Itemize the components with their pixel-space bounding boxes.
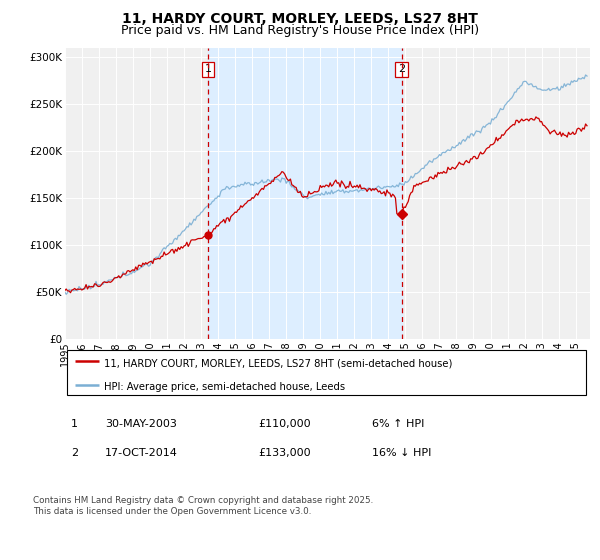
FancyBboxPatch shape	[67, 349, 586, 395]
Text: HPI: Average price, semi-detached house, Leeds: HPI: Average price, semi-detached house,…	[104, 382, 346, 392]
Text: £133,000: £133,000	[258, 448, 311, 458]
Text: 1: 1	[205, 64, 212, 74]
Text: 2: 2	[71, 448, 78, 458]
Text: Contains HM Land Registry data © Crown copyright and database right 2025.
This d: Contains HM Land Registry data © Crown c…	[33, 496, 373, 516]
Text: 1: 1	[71, 419, 78, 429]
Text: 2: 2	[398, 64, 406, 74]
Text: 6% ↑ HPI: 6% ↑ HPI	[372, 419, 424, 429]
Text: 30-MAY-2003: 30-MAY-2003	[105, 419, 177, 429]
Bar	[208, 48, 402, 339]
Text: 16% ↓ HPI: 16% ↓ HPI	[372, 448, 431, 458]
Text: 17-OCT-2014: 17-OCT-2014	[105, 448, 178, 458]
Text: 11, HARDY COURT, MORLEY, LEEDS, LS27 8HT: 11, HARDY COURT, MORLEY, LEEDS, LS27 8HT	[122, 12, 478, 26]
Text: 11, HARDY COURT, MORLEY, LEEDS, LS27 8HT (semi-detached house): 11, HARDY COURT, MORLEY, LEEDS, LS27 8HT…	[104, 358, 452, 368]
Text: £110,000: £110,000	[258, 419, 311, 429]
Text: Price paid vs. HM Land Registry's House Price Index (HPI): Price paid vs. HM Land Registry's House …	[121, 24, 479, 37]
